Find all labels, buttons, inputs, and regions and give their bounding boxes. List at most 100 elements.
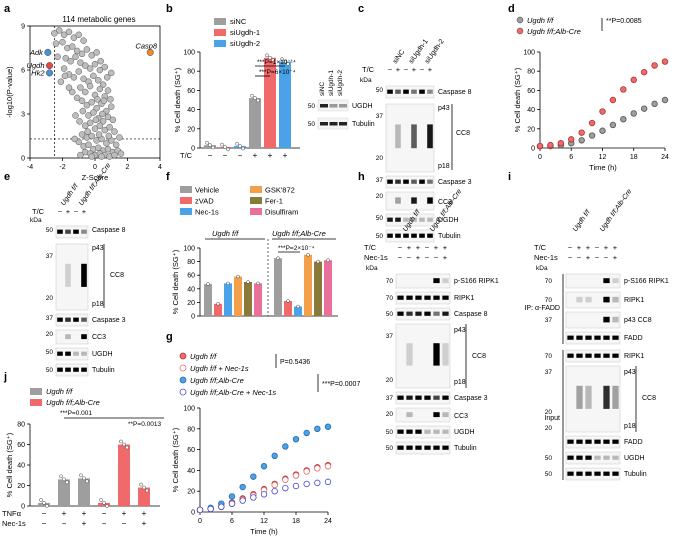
legend-swatch bbox=[180, 208, 192, 215]
panel-g-point bbox=[250, 494, 257, 501]
panel-d-point bbox=[640, 68, 648, 76]
volcano-point bbox=[108, 69, 115, 77]
panel-g-point bbox=[324, 463, 332, 470]
panel-j-pval1: ***P=0.001 bbox=[60, 410, 92, 417]
panel-i-blot-band bbox=[612, 455, 619, 460]
volcano-point bbox=[95, 131, 103, 138]
volcano-highlight-point bbox=[46, 69, 53, 77]
panel-h-tc: + bbox=[416, 243, 421, 252]
panel-j-nec: − bbox=[122, 519, 127, 528]
panel-j-row-label: TNFα bbox=[2, 509, 22, 518]
panel-f-group: Ugdh f/f;Alb-Cre bbox=[272, 229, 326, 238]
bar-dot bbox=[250, 93, 254, 98]
panel-d-point bbox=[651, 100, 658, 108]
panel-e-row: Caspase 8 bbox=[92, 227, 126, 234]
panel-e-blot-band bbox=[65, 351, 71, 356]
bar bbox=[264, 57, 276, 149]
volcano-label-casp8: Casp8 bbox=[135, 41, 158, 50]
panel-d-point bbox=[640, 105, 648, 112]
panel-j-nec: − bbox=[42, 519, 47, 528]
panel-e-kda: 37 bbox=[46, 253, 54, 260]
bar bbox=[234, 276, 242, 316]
panel-g-point bbox=[260, 463, 268, 470]
panel-b-y-tick-label: 60 bbox=[187, 88, 195, 95]
panel-h-blot-lane bbox=[395, 291, 451, 305]
panel-i-blot-band bbox=[576, 455, 583, 460]
panel-h-blot-band bbox=[424, 395, 431, 400]
bar-dot bbox=[246, 280, 250, 284]
panel-i-blot-band bbox=[576, 296, 583, 303]
panel-g-x-tick-label: 0 bbox=[198, 518, 202, 525]
volcano-point bbox=[82, 88, 89, 96]
panel-d-x-tick-label: 12 bbox=[599, 154, 607, 161]
panel-h-blot-band bbox=[424, 311, 431, 316]
bar-dot bbox=[139, 482, 143, 487]
panel-d-point bbox=[609, 121, 617, 129]
panel-i-blot-lane bbox=[565, 349, 621, 363]
panel-c-blot-band bbox=[395, 197, 401, 204]
bar bbox=[314, 261, 322, 316]
panel-b-tc: + bbox=[268, 151, 273, 160]
panel-h-row: RIPK1 bbox=[454, 295, 474, 302]
panel-i-kda: 20 bbox=[545, 425, 553, 432]
panel-d-legend: Ugdh f/f bbox=[527, 16, 554, 25]
panel-f-legend: Vehicle bbox=[195, 186, 219, 195]
bar bbox=[58, 479, 70, 506]
panel-h-blot-band bbox=[442, 429, 449, 434]
panel-c-tc: − bbox=[420, 65, 425, 74]
volcano-point bbox=[80, 37, 87, 44]
panel-c-kda: 37 bbox=[376, 113, 384, 120]
panel-c-row: CC8 bbox=[456, 130, 470, 137]
bar-dot bbox=[283, 59, 287, 64]
panel-h-kda: 37 bbox=[386, 333, 394, 340]
panel-g-legend: Ugdh f/f;Alb-Cre + Nec-1s bbox=[190, 388, 276, 397]
panel-h-kda: 50 bbox=[386, 429, 394, 436]
panel-c-blot-band bbox=[411, 233, 417, 238]
volcano-y-tick-label: 3 bbox=[21, 112, 25, 119]
volcano-point bbox=[104, 87, 112, 94]
panel-i-blot-band bbox=[567, 353, 574, 358]
volcano-point bbox=[52, 40, 60, 47]
panel-i-nec: − bbox=[577, 253, 582, 262]
panel-c-tc: + bbox=[428, 65, 433, 74]
bar-dot bbox=[142, 485, 146, 490]
panel-letter-j: j bbox=[3, 371, 7, 383]
panel-c-tc: + bbox=[396, 65, 401, 74]
volcano-label-ugdh: Ugdh bbox=[27, 61, 45, 70]
panel-e-blot-band bbox=[81, 367, 87, 372]
panel-e-blot-band bbox=[57, 317, 63, 322]
panel-e-blot-band bbox=[65, 367, 71, 372]
panel-b-legend: siUgdh-2 bbox=[230, 39, 260, 48]
panel-g-point bbox=[228, 500, 236, 507]
panel-c-row: UGDH bbox=[438, 217, 459, 224]
panel-g-y-tick-label: 20 bbox=[187, 489, 195, 496]
bar-dot bbox=[145, 488, 149, 493]
bar-dot bbox=[125, 445, 129, 450]
panel-h-blot-band bbox=[424, 445, 431, 450]
panel-h-blot-band bbox=[406, 311, 413, 316]
bar-dot bbox=[216, 302, 220, 306]
blot-col-label: siNC bbox=[319, 82, 326, 96]
volcano-point bbox=[69, 88, 76, 96]
volcano-x-tick-label: 2 bbox=[126, 164, 130, 171]
legend-swatch bbox=[214, 18, 226, 25]
panel-g-point bbox=[282, 476, 289, 483]
panel-h-row: UGDH bbox=[454, 429, 475, 436]
panel-e-blot-lane bbox=[55, 363, 89, 377]
bar bbox=[214, 303, 222, 316]
blot-band bbox=[320, 122, 328, 126]
bar bbox=[274, 258, 282, 316]
legend-marker bbox=[516, 16, 524, 24]
panel-g-point bbox=[271, 481, 278, 489]
panel-i-row: RIPK1 bbox=[624, 353, 644, 360]
panel-c-blot-band bbox=[427, 89, 433, 94]
panel-d-point bbox=[578, 129, 585, 136]
panel-h-row: p18 bbox=[454, 379, 466, 386]
panel-h-nec: − bbox=[398, 253, 403, 262]
volcano-point bbox=[95, 144, 102, 151]
panel-b-tc: + bbox=[283, 151, 288, 160]
panel-j-legend: Ugdh f/f bbox=[46, 387, 73, 396]
panel-c-tc: + bbox=[412, 65, 417, 74]
volcano-x-label: Z-Score bbox=[82, 173, 109, 182]
